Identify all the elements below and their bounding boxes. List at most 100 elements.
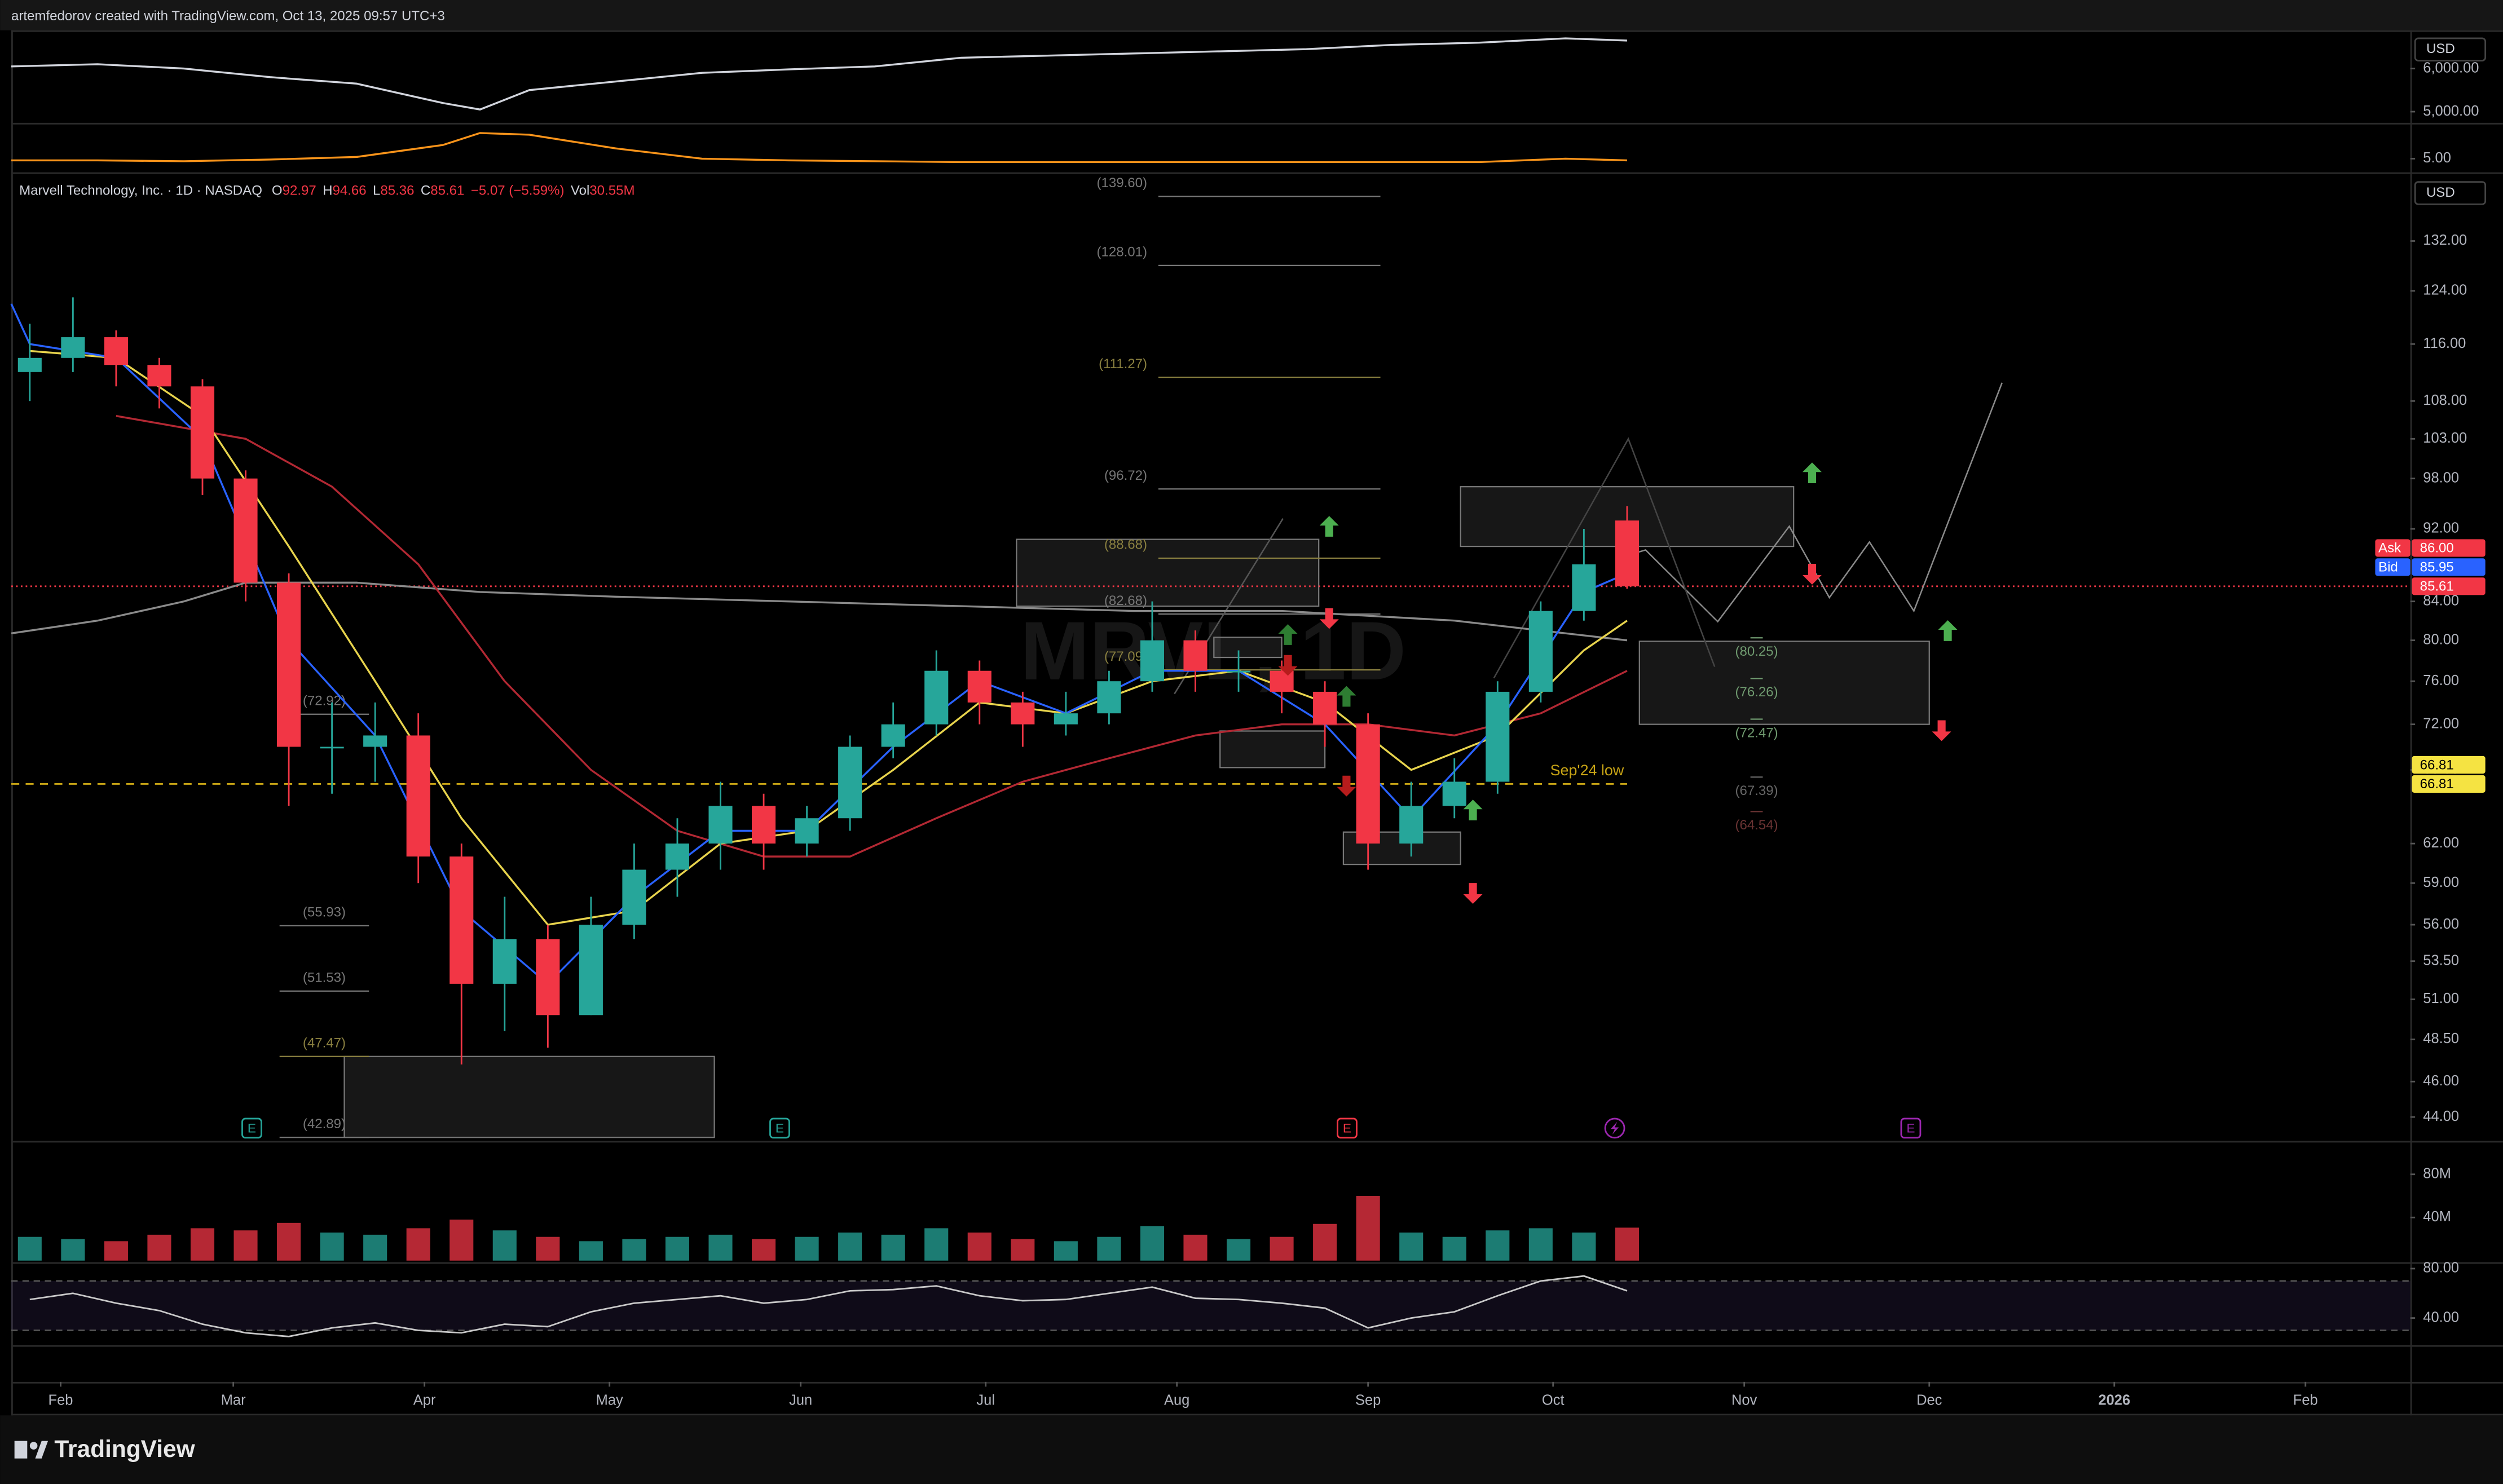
level-label: (72.47)	[1735, 725, 1778, 740]
volume-bar	[795, 1236, 819, 1261]
candle-body	[320, 747, 344, 749]
candle-body	[838, 747, 862, 819]
attribution: artemfedorov created with TradingView.co…	[11, 8, 445, 24]
y-tick-label: 40.00	[2423, 1309, 2459, 1325]
y-tick-label: 103.00	[2423, 430, 2467, 446]
y-tick-label: 116.00	[2423, 335, 2466, 351]
candle-body	[1270, 670, 1294, 692]
y-tick-label: 80.00	[2423, 631, 2459, 647]
candle-body	[1097, 681, 1121, 714]
price-tag-label-box	[2375, 539, 2411, 557]
candle-body	[277, 582, 301, 747]
price-tag-label-box	[2375, 558, 2411, 576]
legend-key: H	[323, 183, 332, 198]
y-tick-label: 92.00	[2423, 520, 2459, 536]
volume-bar	[1011, 1239, 1035, 1261]
legend-change: −5.07 (−5.59%)	[471, 183, 565, 198]
level-label: (80.25)	[1735, 644, 1778, 659]
event-label: E	[1343, 1121, 1351, 1135]
zone	[1016, 538, 1320, 607]
candle-body	[795, 818, 819, 844]
y-tick-label: 56.00	[2423, 916, 2459, 932]
level-label: (51.53)	[303, 970, 346, 985]
candle-body	[1011, 702, 1035, 725]
candle-body	[881, 724, 905, 747]
price-tag	[2412, 775, 2486, 793]
volume-bar	[406, 1228, 430, 1261]
legend-value: 94.66	[333, 183, 367, 198]
rsi-band	[11, 1280, 2411, 1331]
level-label: (128.01)	[1096, 245, 1147, 260]
volume-bar	[1486, 1230, 1510, 1261]
level-label: (67.39)	[1735, 783, 1778, 798]
volume-bar	[838, 1233, 862, 1261]
candle-body	[1140, 640, 1165, 682]
event-label: E	[248, 1121, 256, 1135]
level-label: (77.09)	[1104, 649, 1147, 664]
footer-bar	[0, 1415, 2503, 1484]
candle-body	[536, 939, 560, 1015]
candle-body	[1054, 713, 1078, 725]
arrow	[1938, 620, 1958, 641]
volume-bar	[1226, 1239, 1251, 1261]
pane-borders	[11, 30, 2503, 1416]
y-tick-label: 62.00	[2423, 835, 2459, 851]
currency-box	[2414, 37, 2487, 61]
price-tag-value: 85.95	[2420, 560, 2454, 575]
level-label: (47.47)	[303, 1035, 346, 1050]
legend-key: Vol	[571, 183, 589, 198]
currency-label: USD	[2414, 37, 2487, 61]
volume-bar	[1183, 1234, 1208, 1261]
volume-bar	[1572, 1233, 1596, 1261]
level-label: (64.54)	[1735, 818, 1778, 833]
volume-bar	[622, 1239, 646, 1261]
price-tag-value: 85.61	[2420, 579, 2454, 594]
price-tag	[2412, 756, 2486, 774]
volume-bar	[881, 1234, 905, 1261]
y-tick-label: 5,000.00	[2423, 103, 2479, 119]
price-tag	[2412, 558, 2486, 576]
arrow	[1802, 564, 1822, 585]
candle-body	[665, 843, 690, 870]
horizontal-line-label: Sep'24 low	[1550, 762, 1624, 779]
x-tick-label: Nov	[1731, 1393, 1757, 1408]
level-label: (55.93)	[303, 905, 346, 920]
x-tick-label: Feb	[49, 1393, 73, 1408]
arrow	[1278, 655, 1298, 676]
legend-value: 92.97	[283, 183, 316, 198]
volume-bar	[363, 1234, 387, 1261]
price-tag-label: Bid	[2378, 560, 2398, 575]
watermark: MRVL, 1D	[1020, 605, 1406, 697]
level-label: (96.72)	[1104, 468, 1147, 483]
candle-body	[1442, 781, 1466, 806]
rsi-line	[29, 1275, 1628, 1337]
candle-body	[1313, 691, 1337, 725]
candle-body	[450, 856, 474, 984]
candle-body	[752, 806, 776, 844]
price-tag-value: 66.81	[2420, 757, 2454, 772]
volume-bar	[536, 1236, 560, 1261]
candle-body	[363, 735, 387, 747]
candle-body	[406, 735, 430, 857]
volume-bar	[579, 1241, 603, 1261]
arrow	[1337, 775, 1356, 797]
y-tick-label: 59.00	[2423, 874, 2459, 890]
logo-shape	[14, 1441, 28, 1459]
zone	[1213, 637, 1283, 659]
volume-bar	[1356, 1196, 1380, 1261]
volume-bar	[1313, 1224, 1337, 1261]
price-tag-label: Ask	[2378, 541, 2401, 556]
event-label: E	[1906, 1121, 1915, 1135]
candle-body	[190, 386, 215, 479]
volume-bar	[1054, 1241, 1078, 1261]
x-tick-label: 2026	[2098, 1393, 2130, 1408]
logo-shape	[29, 1442, 38, 1450]
y-tick-label: 44.00	[2423, 1108, 2459, 1124]
candle-body	[61, 337, 85, 358]
candle-body	[1356, 724, 1380, 844]
volume-bar	[147, 1234, 171, 1261]
x-tick-label: Dec	[1916, 1393, 1942, 1408]
price-tag-value: 66.81	[2420, 776, 2454, 792]
projection-line	[1618, 382, 2003, 623]
